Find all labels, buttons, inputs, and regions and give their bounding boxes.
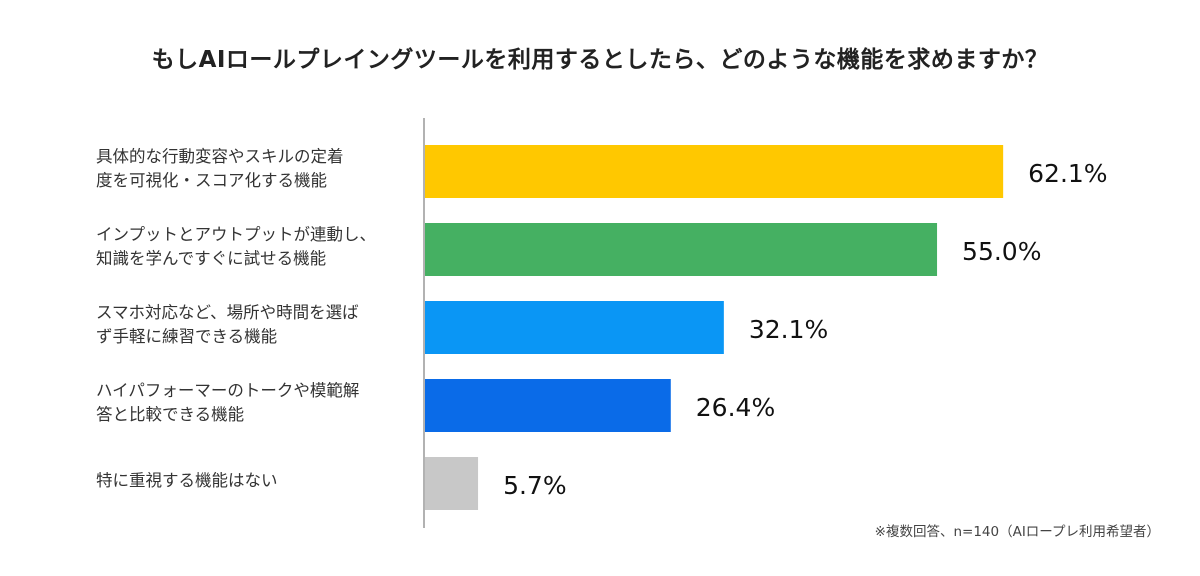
data-label: 55.0% [962, 236, 1042, 266]
category-label: インプットとアウトプットが連動し、 知識を学んですぐに試せる機能 [96, 224, 377, 268]
category-label: 特に重視する機能はない [96, 470, 278, 490]
category-label: ハイパフォーマーのトークや模範解 答と比較できる機能 [96, 380, 360, 424]
data-label: 5.7% [503, 470, 567, 500]
data-label: 32.1% [748, 314, 829, 344]
bar [425, 145, 1004, 198]
bar [425, 457, 479, 510]
bar [425, 301, 724, 354]
data-label: 26.4% [695, 392, 776, 422]
footnote: ※複数回答、n=140（AIロープレ利用希望者） [874, 524, 1160, 540]
bar [425, 223, 938, 276]
data-label: 62.1% [1028, 158, 1108, 188]
bar [425, 379, 671, 432]
category-label: スマホ対応など、場所や時間を選ば ず手軽に練習できる機能 [96, 302, 359, 346]
chart-title: もしAIロールプレイングツールを利用するとしたら、どのような機能を求めますか？ [151, 47, 1049, 73]
category-label: 具体的な行動変容やスキルの定着 度を可視化・スコア化する機能 [96, 146, 344, 190]
